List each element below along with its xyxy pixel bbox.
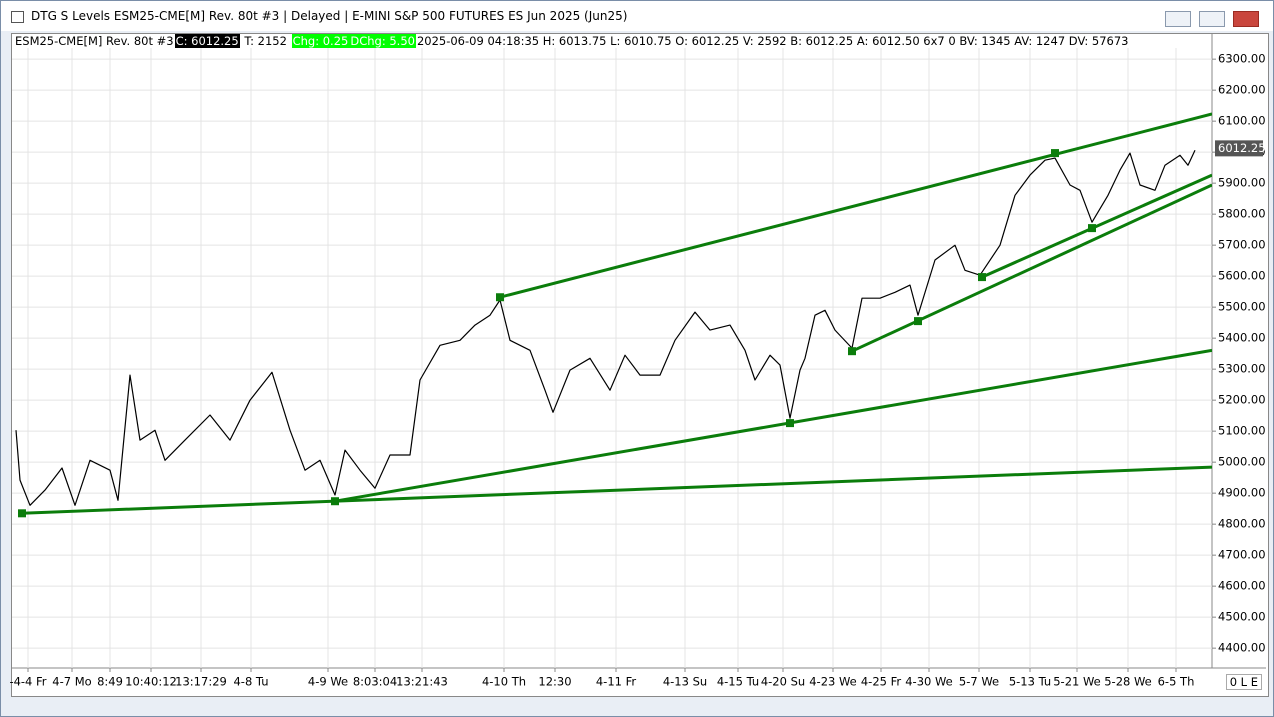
x-tick-label: 5-13 Tu (1009, 675, 1051, 689)
anchor-point (1088, 224, 1096, 233)
anchor-point (18, 509, 26, 518)
trend-line (851, 183, 1212, 353)
day-change: DChg: 5.50 (349, 34, 416, 48)
x-tick-label: 4-20 Su (761, 675, 805, 689)
y-tick-label: 5100.00 (1218, 424, 1266, 438)
anchor-point (786, 419, 794, 428)
change: Chg: 0.25 (291, 34, 350, 48)
anchor-point (978, 273, 986, 282)
price-line (15, 150, 1196, 506)
last-price-label: 6012.25 (1218, 141, 1266, 155)
anchor-point (848, 347, 856, 356)
x-tick-label: 8:49 (97, 675, 123, 689)
symbol: ESM25-CME[M] Rev. 80t #3 (15, 34, 174, 48)
x-tick-label: 10:40:12 (125, 675, 177, 689)
y-tick-label: 4600.00 (1218, 579, 1266, 593)
trend-line (334, 348, 1212, 503)
info-bar: ESM25-CME[M] Rev. 80t #3 C: 6012.25 T: 21… (14, 34, 1129, 48)
trend-line (21, 465, 1212, 515)
x-tick-label: 4-9 We (308, 675, 348, 689)
x-tick-label: 13:17:29 (175, 675, 227, 689)
x-tick-label: 4-10 Th (482, 675, 526, 689)
close: C: 6012.25 (174, 34, 240, 48)
y-tick-label: 5200.00 (1218, 393, 1266, 407)
y-tick-label: 5300.00 (1218, 362, 1266, 376)
y-tick-label: 5700.00 (1218, 238, 1266, 252)
y-tick-label: 5000.00 (1218, 455, 1266, 469)
window-icon (11, 11, 24, 23)
anchor-point (1051, 149, 1059, 158)
x-tick-label: 4-8 Tu (233, 675, 268, 689)
title-bar: DTG S Levels ESM25-CME[M] Rev. 80t #3 | … (1, 1, 1273, 31)
y-tick-label: 6100.00 (1218, 114, 1266, 128)
ticks: T: 2152 (244, 34, 287, 48)
close-button[interactable] (1233, 11, 1259, 27)
x-tick-label: 5-28 We (1104, 675, 1152, 689)
x-tick-label: 4-11 Fr (596, 675, 637, 689)
x-tick-label: 4-23 We (809, 675, 857, 689)
last-price-box (1215, 140, 1263, 157)
anchor-point (331, 497, 339, 506)
x-tick-label: -4-4 Fr (9, 675, 46, 689)
x-tick-label: 8:03:04 (353, 675, 397, 689)
y-tick-label: 5900.00 (1218, 176, 1266, 190)
y-tick-label: 6300.00 (1218, 52, 1266, 66)
y-tick-label: 5600.00 (1218, 269, 1266, 283)
x-tick-label: 6-5 Th (1158, 675, 1195, 689)
status: 0 L E (1225, 674, 1262, 690)
maximize-button[interactable] (1199, 11, 1225, 27)
y-tick-label: 4800.00 (1218, 517, 1266, 531)
x-tick-label: 4-13 Su (663, 675, 707, 689)
y-tick-label: 4900.00 (1218, 486, 1266, 500)
y-tick-label: 4500.00 (1218, 610, 1266, 624)
y-tick-label: 4400.00 (1218, 641, 1266, 655)
y-tick-label: 4700.00 (1218, 548, 1266, 562)
y-tick-label: 5500.00 (1218, 300, 1266, 314)
anchor-point (496, 293, 504, 302)
trend-line (981, 173, 1212, 279)
trend-line (499, 112, 1212, 299)
x-tick-label: 4-7 Mo (52, 675, 91, 689)
anchor-point (914, 317, 922, 326)
minimize-button[interactable] (1165, 11, 1191, 27)
x-tick-label: 12:30 (538, 675, 571, 689)
x-tick-label: 4-25 Fr (861, 675, 902, 689)
y-tick-label: 5800.00 (1218, 207, 1266, 221)
window-title: DTG S Levels ESM25-CME[M] Rev. 80t #3 | … (31, 9, 628, 23)
details: 2025-06-09 04:18:35 H: 6013.75 L: 6010.7… (416, 34, 1129, 48)
x-tick-label: 5-7 We (959, 675, 999, 689)
x-tick-label: 4-15 Tu (717, 675, 759, 689)
y-tick-label: 6200.00 (1218, 83, 1266, 97)
x-tick-label: 5-21 We (1053, 675, 1101, 689)
x-tick-label: 13:21:43 (396, 675, 448, 689)
y-tick-label: 5400.00 (1218, 331, 1266, 345)
x-tick-label: 4-30 We (905, 675, 953, 689)
